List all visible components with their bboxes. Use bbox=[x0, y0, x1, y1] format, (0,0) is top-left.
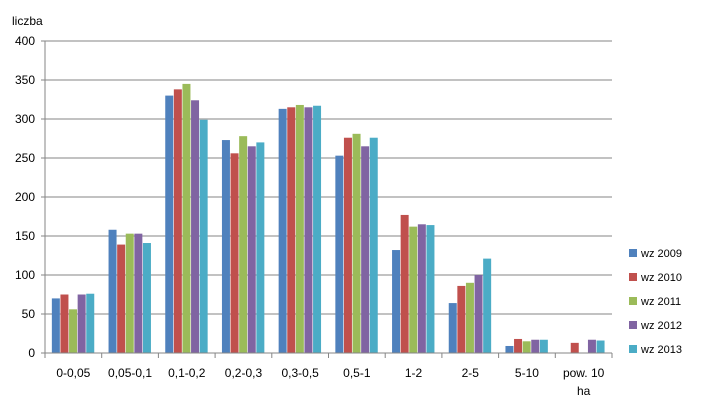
bar bbox=[514, 338, 523, 353]
x-tick-label: 2-5 bbox=[462, 366, 480, 380]
bar bbox=[221, 140, 230, 353]
bar bbox=[117, 244, 126, 353]
bar bbox=[256, 142, 265, 353]
x-tick-label: 0,05-0,1 bbox=[108, 366, 152, 380]
bar bbox=[51, 298, 60, 353]
bar bbox=[361, 146, 370, 353]
bar bbox=[191, 100, 200, 353]
bar bbox=[457, 285, 466, 353]
bar bbox=[287, 107, 296, 353]
legend-label: wz 2012 bbox=[640, 320, 682, 332]
bar bbox=[60, 294, 69, 353]
bar bbox=[295, 104, 304, 354]
legend-swatch bbox=[629, 249, 637, 257]
legend: wz 2009 wz 2010 wz 2011 wz 2012 wz 2013 bbox=[629, 248, 682, 356]
bar bbox=[392, 250, 401, 353]
bar bbox=[522, 341, 531, 353]
x-axis-ticks: 0-0,05 0,05-0,1 0,1-0,2 0,2-0,3 0,3-0,5 0,5-1… bbox=[44, 353, 613, 398]
x-tick-label: ha bbox=[577, 384, 591, 398]
x-tick-label: 0-0,05 bbox=[56, 366, 90, 380]
bar bbox=[173, 89, 182, 354]
bar bbox=[142, 243, 151, 353]
bar bbox=[369, 137, 378, 353]
legend-label: wz 2011 bbox=[640, 296, 681, 308]
y-axis-ticks: 0 50 100 150 200 250 300 350 400 bbox=[15, 34, 45, 360]
legend-swatch bbox=[629, 273, 637, 281]
y-tick-label: 300 bbox=[15, 112, 35, 126]
bar bbox=[239, 136, 248, 353]
x-tick-label: pow. 10 bbox=[563, 366, 605, 380]
x-tick-label: 0,5-1 bbox=[343, 366, 371, 380]
bar bbox=[352, 133, 361, 353]
bar bbox=[86, 293, 95, 353]
legend-label: wz 2010 bbox=[640, 272, 682, 284]
bar bbox=[474, 275, 483, 353]
bar bbox=[69, 309, 78, 353]
bar bbox=[409, 226, 418, 353]
x-tick-label: 0,3-0,5 bbox=[281, 366, 319, 380]
bar bbox=[343, 137, 352, 353]
bar bbox=[505, 345, 514, 353]
bar bbox=[182, 83, 191, 354]
bar bbox=[417, 224, 426, 353]
x-tick-label: 0,1-0,2 bbox=[168, 366, 206, 380]
y-tick-label: 200 bbox=[15, 190, 35, 204]
bar bbox=[134, 233, 143, 353]
y-tick-label: 400 bbox=[15, 34, 35, 48]
y-tick-label: 250 bbox=[15, 151, 35, 165]
bar bbox=[165, 95, 174, 353]
bar bbox=[108, 229, 117, 353]
bar bbox=[596, 340, 605, 353]
legend-swatch bbox=[629, 345, 637, 353]
bar bbox=[539, 339, 548, 353]
legend-swatch bbox=[629, 321, 637, 329]
bar bbox=[278, 108, 287, 353]
legend-swatch bbox=[629, 297, 637, 305]
bar bbox=[199, 119, 208, 353]
bars bbox=[51, 83, 605, 354]
bar bbox=[304, 107, 313, 353]
y-tick-label: 150 bbox=[15, 229, 35, 243]
bar bbox=[448, 303, 457, 353]
y-tick-label: 50 bbox=[22, 307, 36, 321]
bar bbox=[570, 342, 579, 353]
bar bbox=[230, 153, 239, 353]
y-tick-label: 350 bbox=[15, 73, 35, 87]
legend-label: wz 2013 bbox=[640, 344, 682, 356]
bar bbox=[247, 146, 256, 353]
legend-label: wz 2009 bbox=[640, 248, 682, 260]
x-tick-label: 5-10 bbox=[515, 366, 539, 380]
bar bbox=[335, 155, 344, 353]
bar bbox=[125, 233, 134, 353]
y-tick-label: 100 bbox=[15, 268, 35, 282]
bar bbox=[531, 339, 540, 353]
bar bbox=[426, 225, 435, 353]
x-tick-label: 1-2 bbox=[405, 366, 423, 380]
bar bbox=[313, 105, 322, 354]
bar bbox=[483, 258, 492, 353]
y-axis-label: liczba bbox=[12, 14, 43, 28]
bar bbox=[77, 294, 86, 353]
y-tick-label: 0 bbox=[28, 346, 35, 360]
bar bbox=[587, 339, 596, 353]
x-tick-label: 0,2-0,3 bbox=[225, 366, 263, 380]
bar bbox=[465, 282, 474, 353]
bar bbox=[400, 214, 409, 353]
